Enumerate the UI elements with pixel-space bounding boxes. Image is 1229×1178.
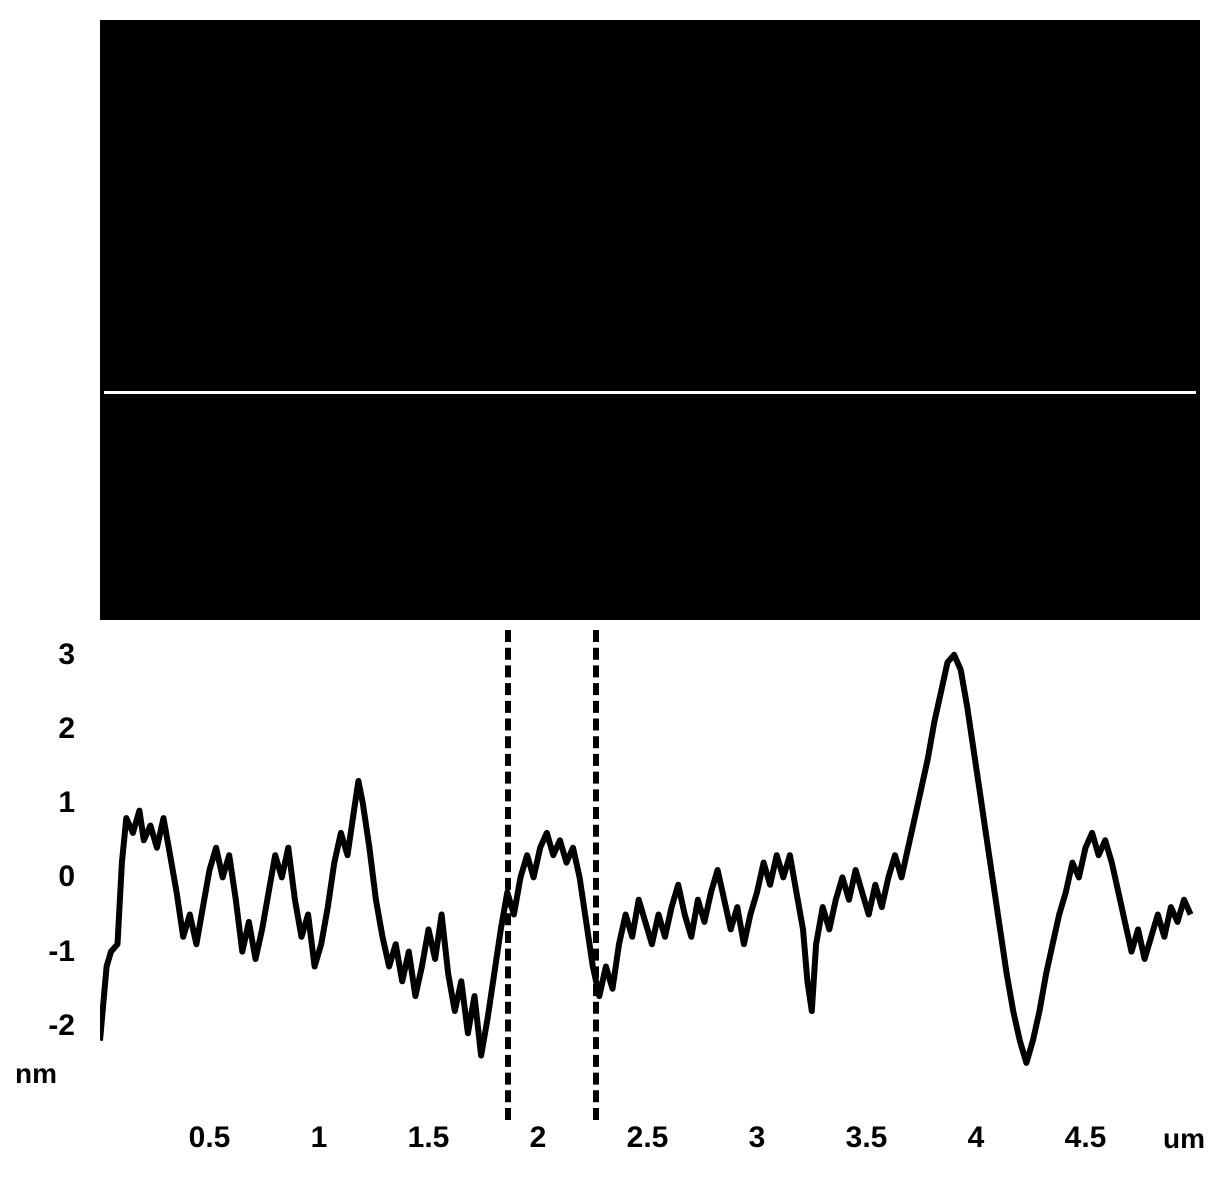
- afm-image-panel: [100, 20, 1200, 620]
- y-tick-label: 0: [15, 860, 75, 894]
- y-tick-label: 2: [15, 712, 75, 746]
- y-tick-label: -2: [15, 1009, 75, 1043]
- y-tick-label: 1: [15, 786, 75, 820]
- x-tick-label: 1: [311, 1121, 328, 1155]
- x-axis-unit: um: [1163, 1123, 1205, 1155]
- x-tick-label: 3: [749, 1121, 766, 1155]
- cursor-marker: [593, 630, 599, 1120]
- y-tick-label: 3: [15, 638, 75, 672]
- x-axis: 0.511.522.533.544.5 um: [100, 1115, 1200, 1160]
- profile-chart: 3 2 1 0 -1 -2 nm 0.5 1 1.5 2 2.5 3 3.5 4 4.5 um: [15, 640, 1215, 1160]
- scan-profile-line: [104, 391, 1196, 394]
- x-tick-label: 1.5: [408, 1121, 450, 1155]
- x-tick-label: 2: [530, 1121, 547, 1155]
- y-axis-unit: nm: [15, 1058, 57, 1090]
- cursor-marker: [505, 630, 511, 1120]
- x-tick-label: 4: [968, 1121, 985, 1155]
- x-tick-label: 2.5: [627, 1121, 669, 1155]
- plot-area: [100, 640, 1195, 1100]
- y-tick-label: -1: [15, 935, 75, 969]
- figure-container: 3 2 1 0 -1 -2 nm 0.5 1 1.5 2 2.5 3 3.5 4 4.5 um: [0, 0, 1229, 1178]
- x-tick-label: 3.5: [846, 1121, 888, 1155]
- x-tick-label: 0.5: [189, 1121, 231, 1155]
- y-axis: 3 2 1 0 -1 -2 nm: [15, 640, 85, 1100]
- x-tick-label: 4.5: [1065, 1121, 1107, 1155]
- profile-trace: [100, 640, 1195, 1100]
